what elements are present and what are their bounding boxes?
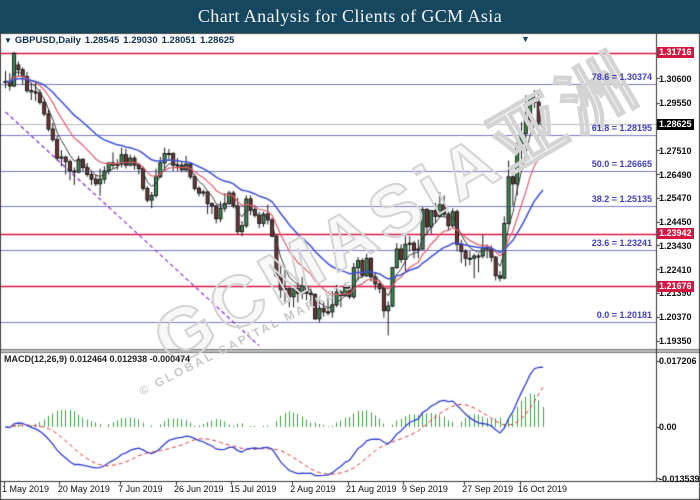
fib-level-label: 61.8 = 1.28195 xyxy=(591,123,652,133)
price-level-badge-resistance: 1.31716 xyxy=(657,47,694,58)
chart-area: GCMASiA亚洲 © GLOBAL CAPITAL MARKETS ▼ GBPU… xyxy=(0,33,700,500)
legend-open: 1.28545 xyxy=(84,35,120,46)
date-tick-label: 2 Aug 2019 xyxy=(290,484,336,494)
legend-low: 1.28051 xyxy=(161,35,196,46)
date-tick-label: 27 Sep 2019 xyxy=(462,484,514,494)
page-title: Chart Analysis for Clients of GCM Asia xyxy=(197,6,503,26)
date-tick-label: 16 Oct 2019 xyxy=(518,484,568,494)
date-tick-label: 26 Jun 2019 xyxy=(174,484,224,494)
price-tick-label: 1.23430 xyxy=(659,240,692,251)
price-tick-label: 1.30600 xyxy=(659,73,692,84)
legend-close: 1.28625 xyxy=(199,35,235,46)
macd-tick-label: 0.00 xyxy=(659,422,677,432)
price-tick-label: 1.21390 xyxy=(659,288,692,299)
date-tick-label: 7 Jun 2019 xyxy=(118,484,163,494)
title-bar: Chart Analysis for Clients of GCM Asia xyxy=(0,0,700,33)
price-tick-label: 1.22410 xyxy=(659,264,692,275)
macd-legend: MACD(12,26,9) 0.012464 0.012938 -0.00047… xyxy=(4,354,191,364)
fib-level-label: 23.6 = 1.23241 xyxy=(591,238,652,249)
price-tick-label: 1.24450 xyxy=(659,217,692,228)
price-level-badge-current: 1.28625 xyxy=(657,118,694,130)
arrow-down-marker-icon: ▼ xyxy=(521,34,530,44)
price-chart-canvas[interactable] xyxy=(0,33,700,500)
symbol-legend: ▼ GBPUSD,Daily 1.28545 1.29030 1.28051 1.2862… xyxy=(4,35,238,46)
price-level-badge-resistance: 1.21676 xyxy=(657,280,694,292)
price-tick-label: 1.20370 xyxy=(659,312,692,323)
macd-tick-label: -0.013539 xyxy=(659,473,700,484)
date-tick-label: 15 Jul 2019 xyxy=(229,484,277,494)
collapse-legend-icon[interactable]: ▼ xyxy=(4,36,12,45)
date-tick-label: 21 Aug 2019 xyxy=(346,484,397,494)
macd-tick-label: 0.017206 xyxy=(659,356,697,367)
fib-level-label: 50.0 = 1.26665 xyxy=(591,158,652,169)
fib-level-label: 78.6 = 1.30374 xyxy=(591,72,652,83)
price-tick-label: 1.29550 xyxy=(659,98,692,109)
price-tick-label: 1.26490 xyxy=(659,169,692,180)
date-tick-label: 9 Sep 2019 xyxy=(401,484,448,494)
date-tick-label: 1 May 2019 xyxy=(2,484,50,494)
price-tick-label: 1.19350 xyxy=(659,336,692,346)
fib-level-label: 38.2 = 1.25135 xyxy=(591,194,652,205)
fib-level-label: 0.0 = 1.20181 xyxy=(596,309,652,320)
price-tick-label: 1.25470 xyxy=(659,193,692,204)
date-tick-label: 20 May 2019 xyxy=(57,484,110,494)
price-tick-label: 1.27510 xyxy=(659,145,692,156)
legend-high: 1.29030 xyxy=(123,35,158,46)
legend-symbol: GBPUSD,Daily xyxy=(14,35,81,46)
price-level-badge-resistance: 1.23942 xyxy=(657,228,694,240)
